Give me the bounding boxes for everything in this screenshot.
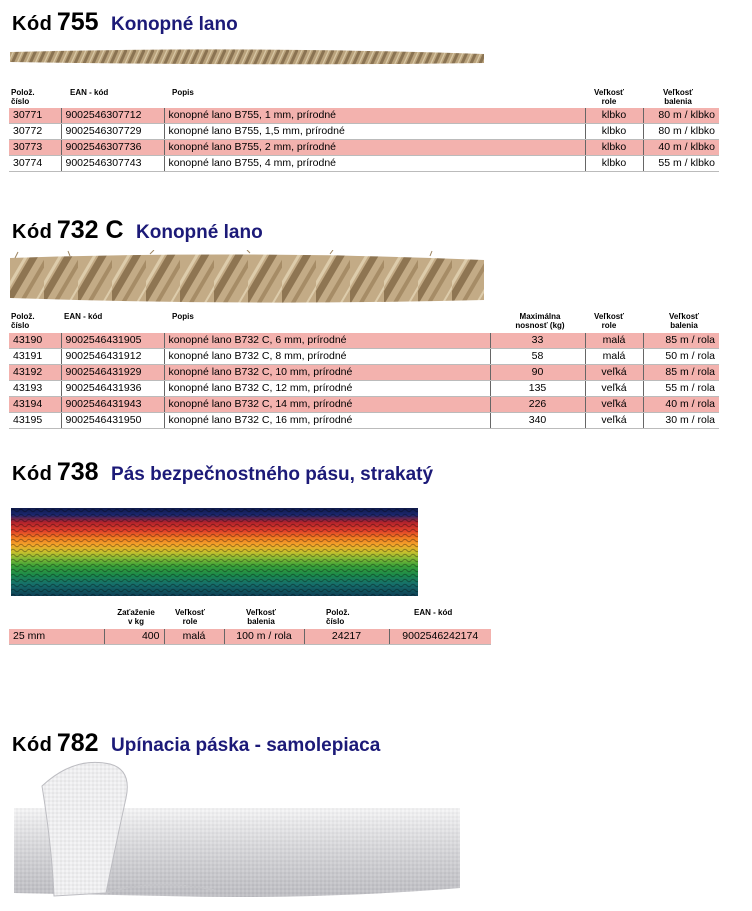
hdr-poloz: Polož. číslo (11, 88, 35, 106)
product-name: Upínacia páska - samolepiaca (111, 735, 381, 756)
kod-label: Kód (12, 221, 53, 243)
hdr-rola: Veľkosť role (593, 88, 625, 106)
kod-label: Kód (12, 13, 53, 35)
kod-number: 782 (56, 729, 99, 757)
hdr-balenie: Veľkosť balenia (662, 88, 694, 106)
belt-738-image (11, 508, 418, 596)
hdr-ean: EAN - kód (70, 88, 109, 97)
hdr-rola: Veľkosť role (593, 312, 625, 330)
table-row: 30772 9002546307729 konopné lano B755, 1,5… (9, 123, 719, 140)
table-row: 43195 9002546431950 konopné lano B732 C, 1… (9, 412, 719, 429)
hdr-nosnost: Maximálna nosnosť (kg) (515, 312, 565, 330)
hdr-zataz: Zaťaženie v kg (117, 608, 155, 626)
kod-number: 738 (56, 458, 99, 486)
hdr-poloz: Polož. číslo (11, 312, 35, 330)
hdr-balenie: Veľkosť balenia (245, 608, 277, 626)
rope-755-image (10, 49, 484, 65)
hdr-rola: Veľkosť role (174, 608, 206, 626)
product-name: Pás bezpečnostného pásu, strakatý (111, 464, 434, 485)
hdr-popis: Popis (172, 312, 194, 321)
table-row: 43192 9002546431929 konopné lano B732 C, 1… (9, 364, 719, 381)
table-row: 30773 9002546307736 konopné lano B755, 2 m… (9, 139, 719, 156)
heading-738: Kód 738 Pás bezpečnostného pásu, strakat… (12, 458, 433, 487)
heading-732c: Kód 732 C Konopné lano (12, 216, 263, 245)
product-name: Konopné lano (136, 222, 263, 243)
table-732c: 43190 9002546431905 konopné lano B732 C, 6… (9, 333, 719, 429)
table-row: 43190 9002546431905 konopné lano B732 C, 6… (9, 333, 719, 349)
table-row: 30774 9002546307743 konopné lano B755, 4 m… (9, 155, 719, 172)
velcro-782-image (14, 761, 460, 897)
table-row: 25 mm 400 malá 100 m / rola 24217 9002546242… (9, 629, 491, 645)
rope-732c-image (10, 250, 484, 303)
table-row: 43194 9002546431943 konopné lano B732 C, 1… (9, 396, 719, 413)
kod-label: Kód (12, 734, 53, 756)
table-row: 43193 9002546431936 konopné lano B732 C, 1… (9, 380, 719, 397)
table-738: 25 mm 400 malá 100 m / rola 24217 9002546242… (9, 629, 491, 645)
heading-782: Kód 782 Upínacia páska - samolepiaca (12, 729, 380, 758)
kod-label: Kód (12, 463, 53, 485)
table-row: 43191 9002546431912 konopné lano B732 C, 8… (9, 348, 719, 365)
heading-755: Kód 755 Konopné lano (12, 8, 238, 37)
kod-number: 755 (56, 8, 99, 36)
hdr-balenie: Veľkosť balenia (668, 312, 700, 330)
table-row: 30771 9002546307712 konopné lano B755, 1 m… (9, 108, 719, 124)
hdr-ean: EAN - kód (64, 312, 103, 321)
kod-number: 732 C (56, 216, 124, 244)
product-name: Konopné lano (111, 14, 238, 35)
hdr-poloz: Polož. číslo (326, 608, 350, 626)
hdr-popis: Popis (172, 88, 194, 97)
hdr-ean: EAN - kód (414, 608, 453, 617)
table-755: 30771 9002546307712 konopné lano B755, 1 m… (9, 108, 719, 172)
